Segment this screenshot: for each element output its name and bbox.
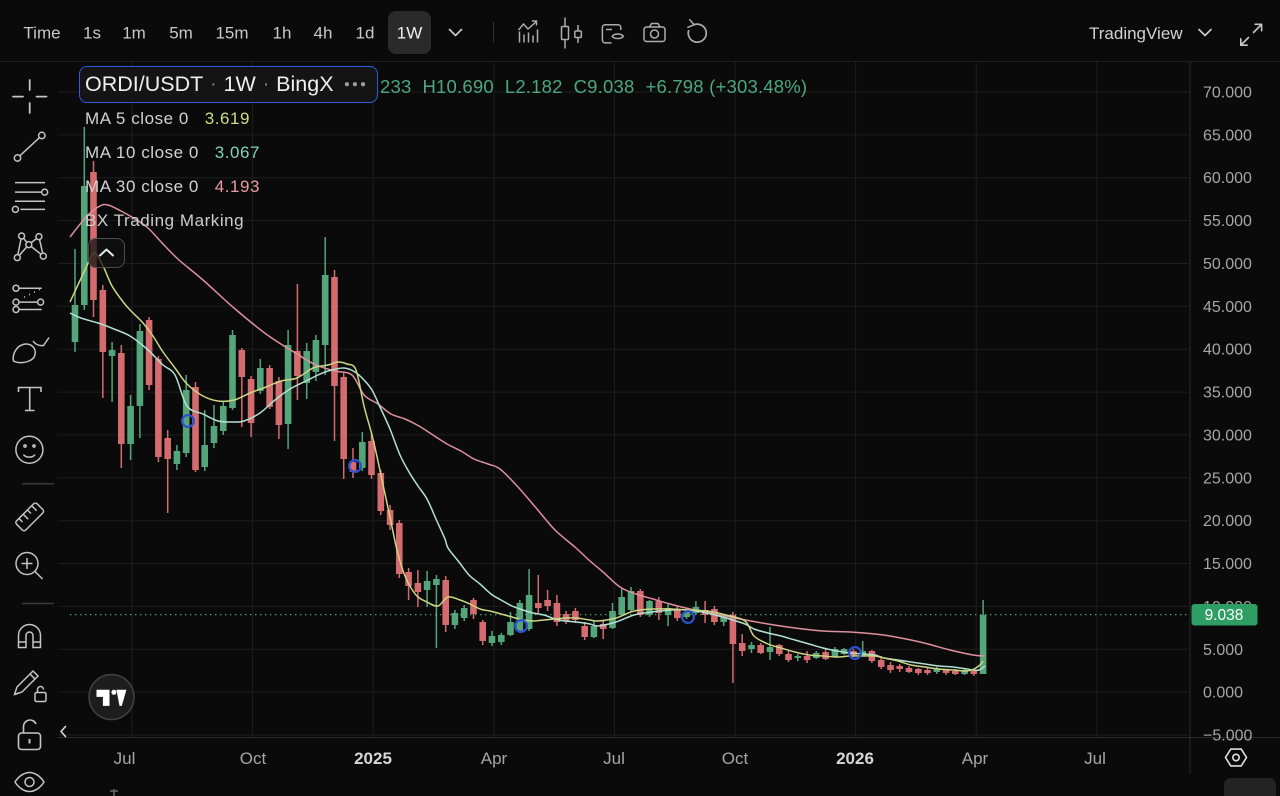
svg-text:1s: 1s (83, 24, 101, 43)
svg-text:9.038: 9.038 (1205, 607, 1244, 624)
svg-text:40.000: 40.000 (1203, 342, 1252, 359)
svg-text:Apr: Apr (962, 749, 989, 768)
svg-text:25.000: 25.000 (1203, 470, 1252, 487)
svg-text:4h: 4h (314, 24, 333, 43)
svg-text:1d: 1d (356, 24, 375, 43)
svg-text:15m: 15m (215, 24, 248, 43)
svg-text:Apr: Apr (481, 749, 508, 768)
svg-text:50.000: 50.000 (1203, 256, 1252, 273)
svg-text:5m: 5m (169, 24, 193, 43)
svg-text:2026: 2026 (836, 749, 874, 768)
svg-text:1m: 1m (122, 24, 146, 43)
svg-text:70.000: 70.000 (1203, 85, 1252, 102)
svg-text:−5.000: −5.000 (1203, 728, 1252, 745)
svg-text:Jul: Jul (603, 749, 625, 768)
svg-text:30.000: 30.000 (1203, 427, 1252, 444)
svg-text:5.000: 5.000 (1203, 642, 1243, 659)
svg-text:Time: Time (23, 24, 60, 43)
svg-text:15.000: 15.000 (1203, 556, 1252, 573)
svg-text:55.000: 55.000 (1203, 213, 1252, 230)
svg-text:60.000: 60.000 (1203, 170, 1252, 187)
svg-text:0.000: 0.000 (1203, 685, 1243, 702)
svg-text:20.000: 20.000 (1203, 513, 1252, 530)
svg-text:35.000: 35.000 (1203, 385, 1252, 402)
svg-text:45.000: 45.000 (1203, 299, 1252, 316)
svg-text:Oct: Oct (240, 749, 267, 768)
svg-text:1W: 1W (397, 24, 423, 43)
svg-text:65.000: 65.000 (1203, 127, 1252, 144)
svg-text:Jul: Jul (114, 749, 136, 768)
svg-text:Oct: Oct (722, 749, 749, 768)
svg-text:2025: 2025 (354, 749, 392, 768)
svg-text:Jul: Jul (1084, 749, 1106, 768)
svg-text:1h: 1h (273, 24, 292, 43)
svg-text:TradingView: TradingView (1089, 24, 1183, 43)
